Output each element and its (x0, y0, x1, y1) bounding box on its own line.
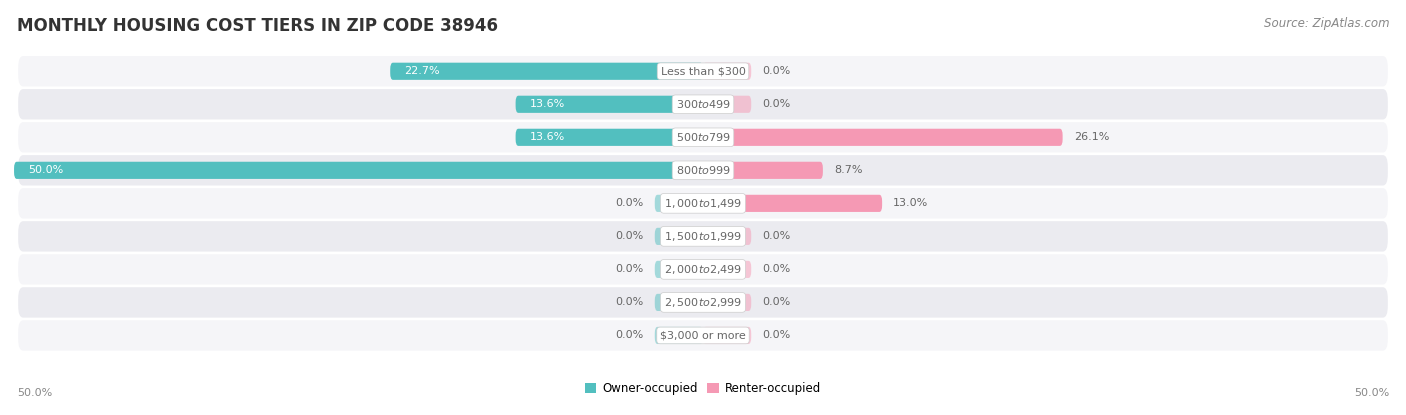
FancyBboxPatch shape (703, 195, 882, 212)
FancyBboxPatch shape (703, 63, 751, 80)
FancyBboxPatch shape (703, 261, 751, 278)
Text: 0.0%: 0.0% (616, 298, 644, 308)
FancyBboxPatch shape (703, 96, 751, 113)
Text: 0.0%: 0.0% (762, 264, 790, 274)
FancyBboxPatch shape (18, 122, 1388, 152)
FancyBboxPatch shape (703, 162, 823, 179)
Text: 13.6%: 13.6% (530, 132, 565, 142)
FancyBboxPatch shape (655, 261, 703, 278)
Legend: Owner-occupied, Renter-occupied: Owner-occupied, Renter-occupied (579, 378, 827, 400)
Text: 13.6%: 13.6% (530, 99, 565, 109)
Text: $3,000 or more: $3,000 or more (661, 330, 745, 340)
Text: 0.0%: 0.0% (762, 330, 790, 340)
FancyBboxPatch shape (703, 228, 751, 245)
FancyBboxPatch shape (703, 327, 751, 344)
Text: 0.0%: 0.0% (762, 99, 790, 109)
Text: MONTHLY HOUSING COST TIERS IN ZIP CODE 38946: MONTHLY HOUSING COST TIERS IN ZIP CODE 3… (17, 17, 498, 34)
FancyBboxPatch shape (516, 129, 703, 146)
Text: $2,500 to $2,999: $2,500 to $2,999 (664, 296, 742, 309)
Text: 0.0%: 0.0% (616, 330, 644, 340)
FancyBboxPatch shape (18, 320, 1388, 351)
FancyBboxPatch shape (703, 294, 751, 311)
Text: Less than $300: Less than $300 (661, 66, 745, 76)
Text: 8.7%: 8.7% (834, 165, 862, 175)
Text: 0.0%: 0.0% (616, 198, 644, 208)
Text: $2,000 to $2,499: $2,000 to $2,499 (664, 263, 742, 276)
FancyBboxPatch shape (14, 162, 703, 179)
Text: 0.0%: 0.0% (762, 298, 790, 308)
Text: Source: ZipAtlas.com: Source: ZipAtlas.com (1264, 17, 1389, 29)
FancyBboxPatch shape (516, 96, 703, 113)
Text: 50.0%: 50.0% (28, 165, 63, 175)
FancyBboxPatch shape (655, 294, 703, 311)
Text: 22.7%: 22.7% (404, 66, 440, 76)
FancyBboxPatch shape (655, 228, 703, 245)
Text: 13.0%: 13.0% (893, 198, 928, 208)
FancyBboxPatch shape (18, 155, 1388, 186)
FancyBboxPatch shape (703, 129, 1063, 146)
FancyBboxPatch shape (655, 195, 703, 212)
Text: 26.1%: 26.1% (1074, 132, 1109, 142)
Text: 0.0%: 0.0% (616, 232, 644, 242)
Text: $800 to $999: $800 to $999 (675, 164, 731, 176)
FancyBboxPatch shape (391, 63, 703, 80)
Text: $500 to $799: $500 to $799 (675, 131, 731, 143)
Text: 50.0%: 50.0% (17, 388, 52, 398)
FancyBboxPatch shape (655, 327, 703, 344)
Text: 0.0%: 0.0% (762, 66, 790, 76)
FancyBboxPatch shape (18, 254, 1388, 285)
Text: 0.0%: 0.0% (616, 264, 644, 274)
Text: $1,000 to $1,499: $1,000 to $1,499 (664, 197, 742, 210)
Text: 0.0%: 0.0% (762, 232, 790, 242)
FancyBboxPatch shape (18, 56, 1388, 86)
FancyBboxPatch shape (18, 188, 1388, 219)
Text: $1,500 to $1,999: $1,500 to $1,999 (664, 230, 742, 243)
FancyBboxPatch shape (18, 221, 1388, 251)
FancyBboxPatch shape (18, 287, 1388, 317)
Text: $300 to $499: $300 to $499 (675, 98, 731, 110)
Text: 50.0%: 50.0% (1354, 388, 1389, 398)
FancyBboxPatch shape (18, 89, 1388, 120)
